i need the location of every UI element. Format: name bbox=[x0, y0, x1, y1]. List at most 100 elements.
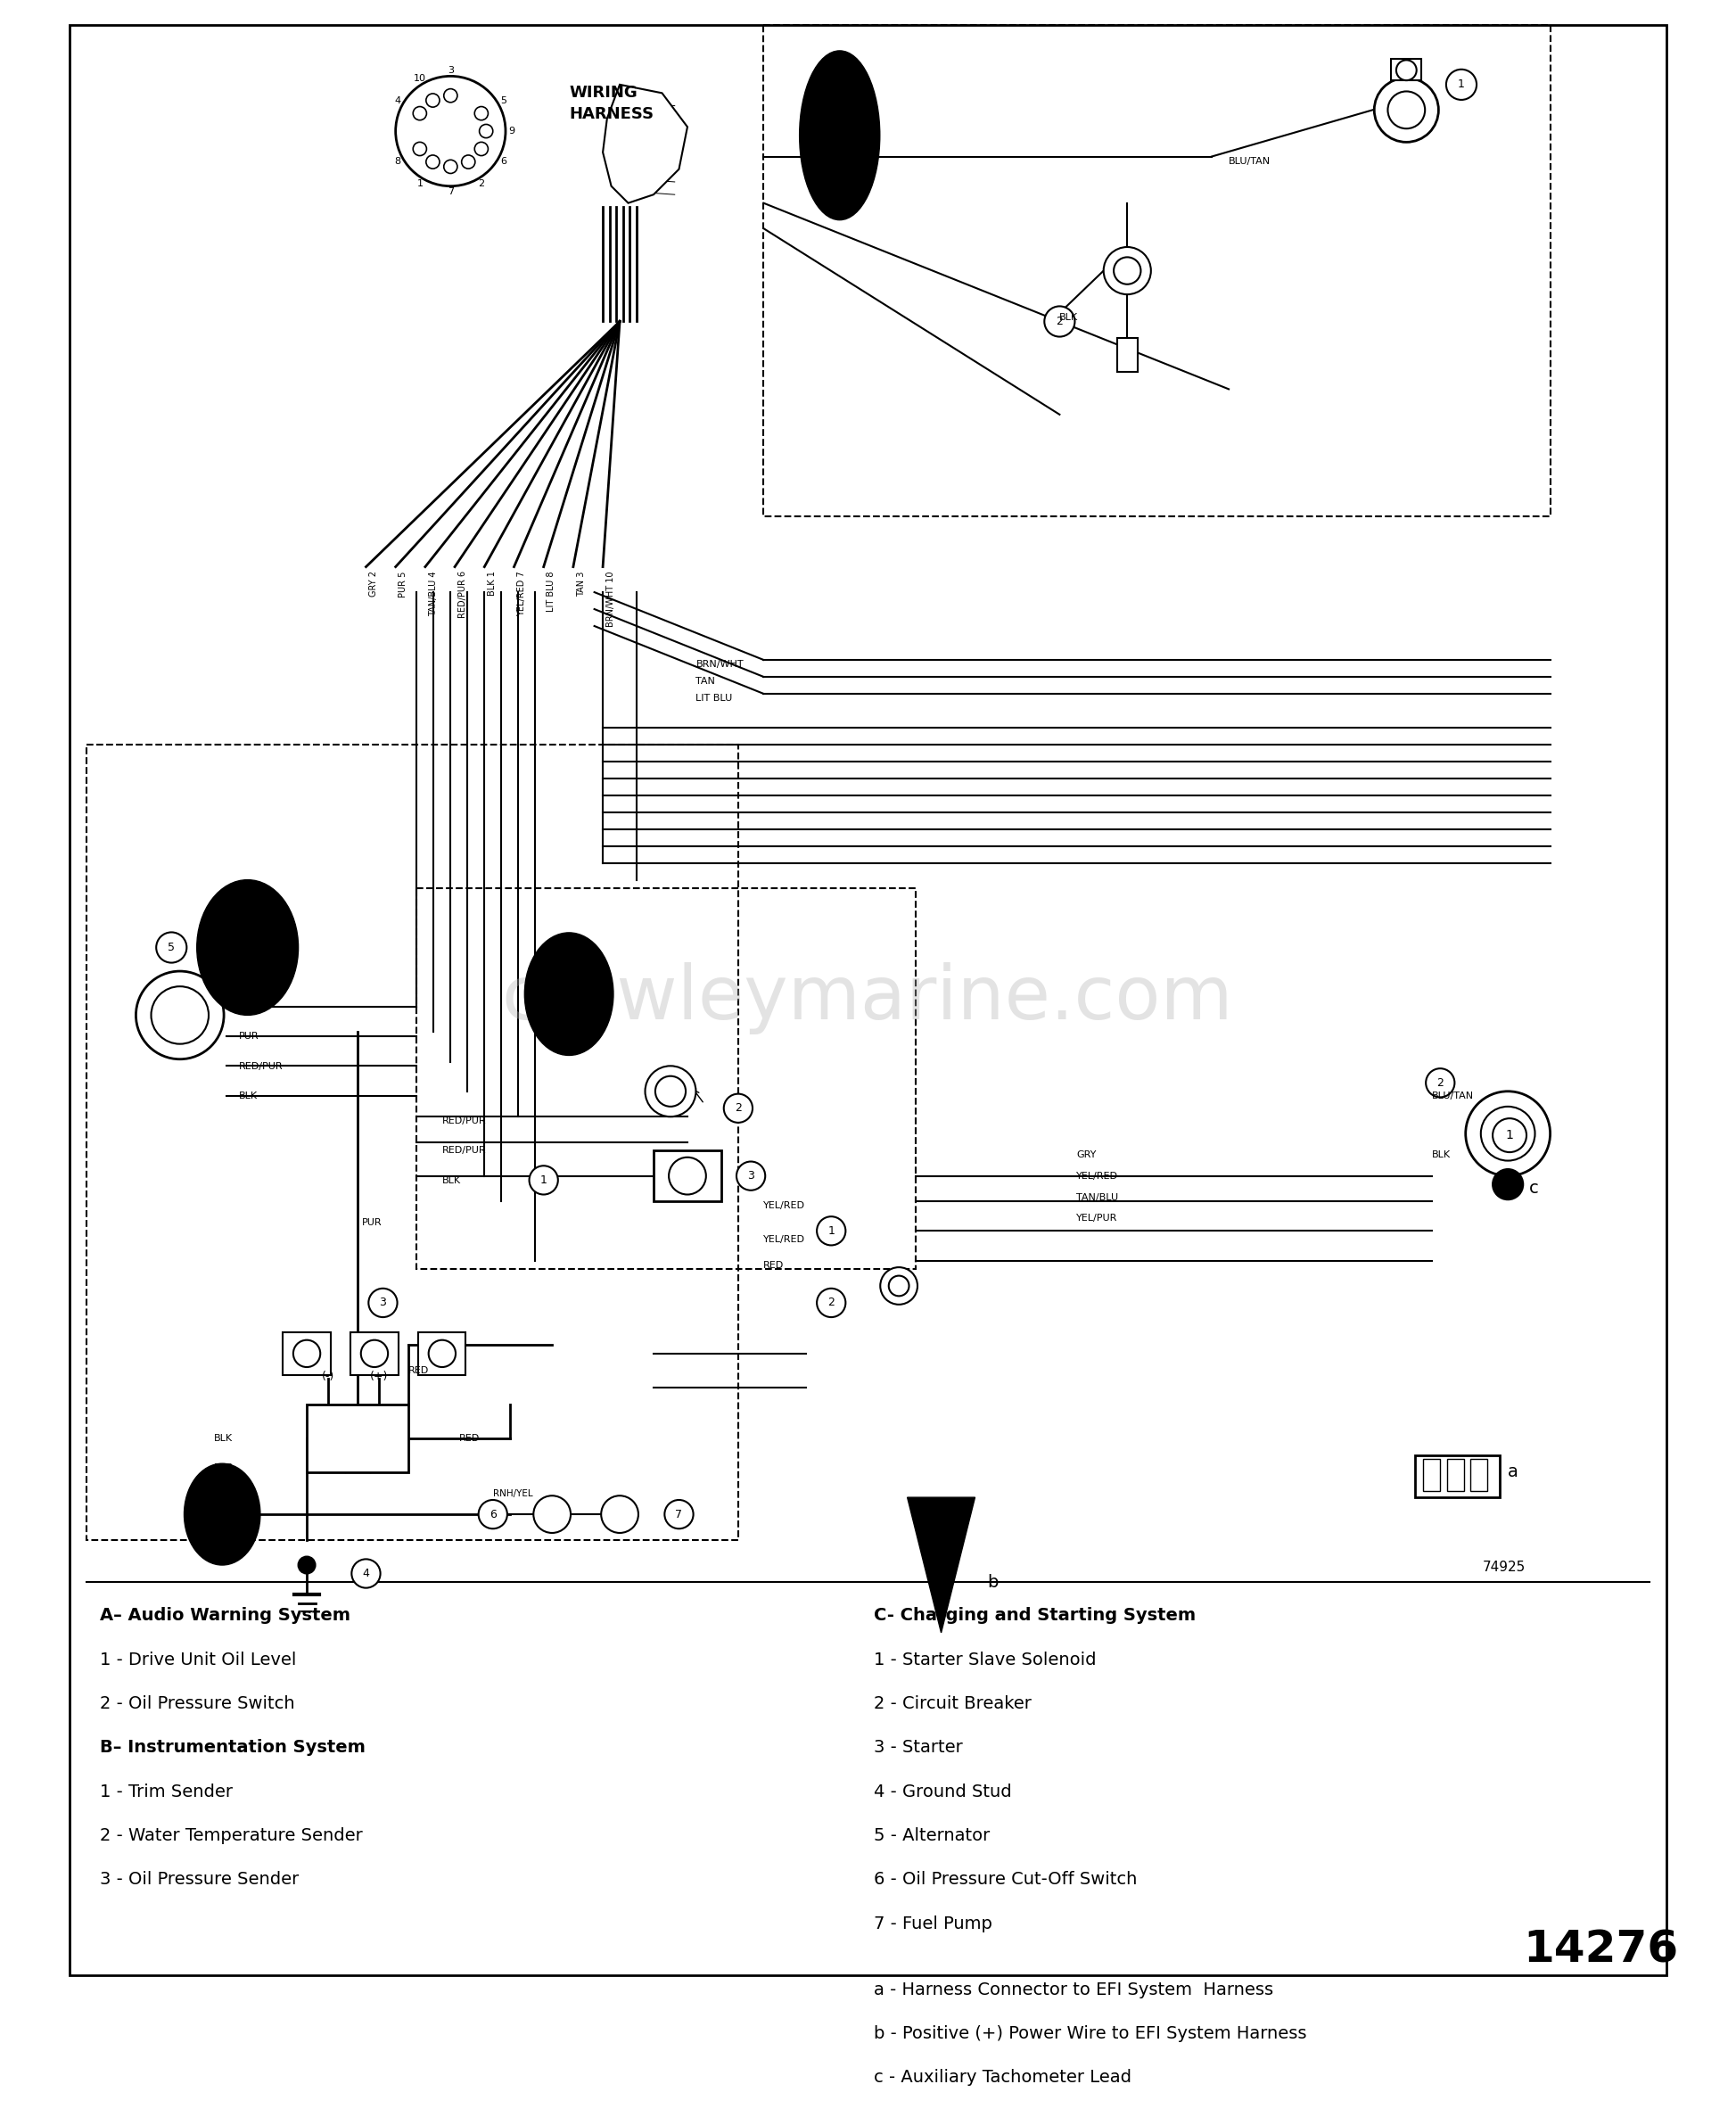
Text: 10: 10 bbox=[413, 74, 427, 82]
Circle shape bbox=[529, 1166, 557, 1194]
Text: 74925: 74925 bbox=[1483, 1561, 1526, 1573]
Text: 7: 7 bbox=[448, 188, 453, 196]
Text: a - Harness Connector to EFI System  Harness: a - Harness Connector to EFI System Harn… bbox=[873, 1980, 1272, 1997]
Text: 14276: 14276 bbox=[1522, 1928, 1679, 1972]
Circle shape bbox=[299, 1556, 316, 1573]
Text: a: a bbox=[1509, 1464, 1519, 1481]
Circle shape bbox=[654, 1076, 686, 1107]
Text: TAN 3: TAN 3 bbox=[576, 572, 585, 597]
Polygon shape bbox=[602, 84, 687, 202]
Bar bbox=[1470, 1459, 1488, 1491]
Bar bbox=[283, 1333, 330, 1375]
Circle shape bbox=[151, 987, 208, 1044]
Circle shape bbox=[396, 76, 505, 186]
Circle shape bbox=[889, 1276, 910, 1297]
Text: BLK: BLK bbox=[214, 1506, 233, 1514]
Ellipse shape bbox=[524, 932, 613, 1054]
Text: 7 - Fuel Pump: 7 - Fuel Pump bbox=[873, 1915, 991, 1932]
Bar bbox=[653, 1152, 720, 1202]
Text: RED/PUR: RED/PUR bbox=[443, 1116, 486, 1126]
Text: GRY: GRY bbox=[1076, 1152, 1097, 1160]
Text: 5 - Alternator: 5 - Alternator bbox=[873, 1826, 990, 1843]
Text: RED: RED bbox=[764, 1261, 785, 1270]
Circle shape bbox=[429, 1339, 455, 1367]
Text: 1: 1 bbox=[1458, 78, 1465, 91]
Bar bbox=[1391, 59, 1422, 80]
Circle shape bbox=[444, 89, 457, 103]
Text: RNH/YEL: RNH/YEL bbox=[493, 1489, 533, 1497]
Ellipse shape bbox=[800, 51, 880, 219]
Text: A– Audio Warning System: A– Audio Warning System bbox=[99, 1607, 351, 1624]
Text: 6 - Oil Pressure Cut-Off Switch: 6 - Oil Pressure Cut-Off Switch bbox=[873, 1871, 1137, 1888]
Text: 7: 7 bbox=[675, 1508, 682, 1521]
Circle shape bbox=[479, 1499, 507, 1529]
Bar bbox=[1424, 1459, 1441, 1491]
Circle shape bbox=[1045, 306, 1075, 337]
Text: 6: 6 bbox=[500, 158, 507, 167]
Circle shape bbox=[361, 1339, 387, 1367]
Text: 2 - Circuit Breaker: 2 - Circuit Breaker bbox=[873, 1696, 1031, 1713]
Circle shape bbox=[665, 1499, 693, 1529]
Text: (+): (+) bbox=[370, 1371, 387, 1381]
Text: 1 - Starter Slave Solenoid: 1 - Starter Slave Solenoid bbox=[873, 1651, 1095, 1668]
Text: YEL/RED: YEL/RED bbox=[1076, 1173, 1118, 1181]
Text: YEL/RED: YEL/RED bbox=[764, 1202, 806, 1211]
Text: 4 - Ground Stud: 4 - Ground Stud bbox=[873, 1784, 1012, 1801]
Text: PUR: PUR bbox=[361, 1219, 382, 1227]
Text: 3: 3 bbox=[380, 1297, 387, 1308]
Text: YEL/PUR: YEL/PUR bbox=[1076, 1215, 1118, 1223]
Circle shape bbox=[601, 1495, 639, 1533]
Circle shape bbox=[425, 156, 439, 169]
Text: 2 - Oil Pressure Switch: 2 - Oil Pressure Switch bbox=[99, 1696, 295, 1713]
Text: b - Positive (+) Power Wire to EFI System Harness: b - Positive (+) Power Wire to EFI Syste… bbox=[873, 2025, 1307, 2042]
Circle shape bbox=[1396, 59, 1417, 80]
Polygon shape bbox=[908, 1497, 976, 1632]
Circle shape bbox=[1493, 1118, 1526, 1152]
Text: C- Charging and Starting System: C- Charging and Starting System bbox=[873, 1607, 1196, 1624]
Text: 5: 5 bbox=[500, 97, 507, 105]
Circle shape bbox=[736, 1162, 766, 1189]
Text: 1 - Drive Unit Oil Level: 1 - Drive Unit Oil Level bbox=[99, 1651, 297, 1668]
Text: 3 - Starter: 3 - Starter bbox=[873, 1740, 962, 1757]
Circle shape bbox=[352, 1559, 380, 1588]
Text: BRN/WHT 10: BRN/WHT 10 bbox=[606, 572, 615, 626]
Circle shape bbox=[156, 932, 187, 962]
Circle shape bbox=[1465, 1090, 1550, 1177]
Text: 2: 2 bbox=[828, 1297, 835, 1308]
Text: RED/PUR: RED/PUR bbox=[443, 1147, 486, 1156]
Text: PUR 5: PUR 5 bbox=[399, 572, 408, 597]
Text: 2: 2 bbox=[1437, 1078, 1444, 1088]
Text: (-): (-) bbox=[321, 1371, 335, 1381]
Text: 3 - Oil Pressure Sender: 3 - Oil Pressure Sender bbox=[99, 1871, 299, 1888]
Circle shape bbox=[413, 108, 427, 120]
Text: RED/PUR: RED/PUR bbox=[240, 1061, 283, 1071]
Text: 4: 4 bbox=[394, 97, 401, 105]
Text: LIT BLU: LIT BLU bbox=[696, 694, 733, 702]
Text: c: c bbox=[1529, 1181, 1538, 1198]
Bar bbox=[87, 744, 738, 1540]
Circle shape bbox=[818, 1289, 845, 1318]
Bar bbox=[1116, 337, 1137, 371]
Text: YEL/RED 7: YEL/RED 7 bbox=[517, 572, 526, 616]
Text: 2: 2 bbox=[1055, 316, 1062, 327]
Text: RED: RED bbox=[408, 1367, 429, 1375]
Circle shape bbox=[1425, 1069, 1455, 1097]
Ellipse shape bbox=[184, 1464, 260, 1565]
Circle shape bbox=[646, 1065, 696, 1116]
Circle shape bbox=[1387, 91, 1425, 129]
Text: TAN/BLU 4: TAN/BLU 4 bbox=[429, 572, 437, 616]
Circle shape bbox=[1481, 1107, 1535, 1160]
Text: 2: 2 bbox=[477, 179, 484, 188]
Text: LIT BLU 8: LIT BLU 8 bbox=[547, 572, 556, 612]
Text: BLK: BLK bbox=[1059, 312, 1078, 323]
Text: 4: 4 bbox=[363, 1567, 370, 1580]
Text: TAN: TAN bbox=[696, 677, 715, 685]
Text: 2 - Water Temperature Sender: 2 - Water Temperature Sender bbox=[99, 1826, 363, 1843]
Circle shape bbox=[474, 141, 488, 156]
Bar bbox=[1415, 1455, 1500, 1497]
Text: 3: 3 bbox=[448, 65, 453, 74]
Bar bbox=[307, 1405, 408, 1472]
Text: PUR: PUR bbox=[240, 1031, 259, 1042]
Ellipse shape bbox=[196, 879, 299, 1014]
Text: HARNESS: HARNESS bbox=[569, 105, 654, 122]
